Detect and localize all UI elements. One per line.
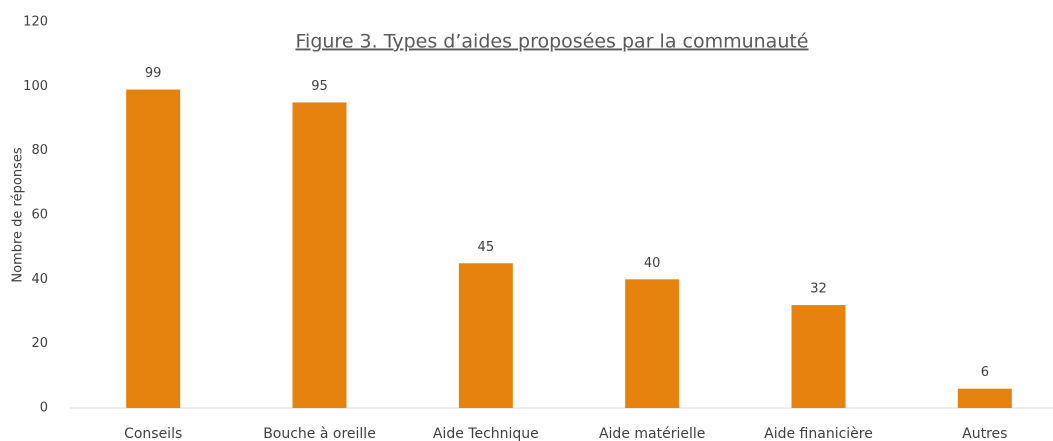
y-tick-label: 120 [23,15,48,30]
bar [625,279,680,408]
bar [957,388,1012,408]
bar [791,305,846,408]
data-label: 99 [145,66,162,81]
data-label: 6 [981,365,989,380]
y-tick-label: 0 [40,401,48,416]
data-label: 45 [478,240,495,255]
y-tick-label: 80 [31,143,48,158]
data-label: 40 [644,256,661,271]
x-tick-label: Aide Technique [433,426,539,441]
x-tick-label: Aide matérielle [599,426,705,441]
data-label: 95 [311,79,328,94]
chart-title: Figure 3. Types d’aides proposées par la… [296,31,809,53]
bar [126,89,181,409]
y-tick-label: 20 [31,336,48,351]
x-tick-label: Autres [962,426,1007,441]
y-tick-label: 100 [23,79,48,94]
bar [458,263,513,408]
x-tick-label: Conseils [124,426,182,441]
data-label: 32 [810,282,827,297]
y-tick-label: 40 [31,272,48,287]
x-tick-label: Bouche à oreille [263,426,376,441]
x-tick-label: Aide finanicière [764,426,873,441]
bar [292,102,347,409]
y-tick-label: 60 [31,208,48,223]
y-axis-label: Nombre de réponses [11,147,26,282]
